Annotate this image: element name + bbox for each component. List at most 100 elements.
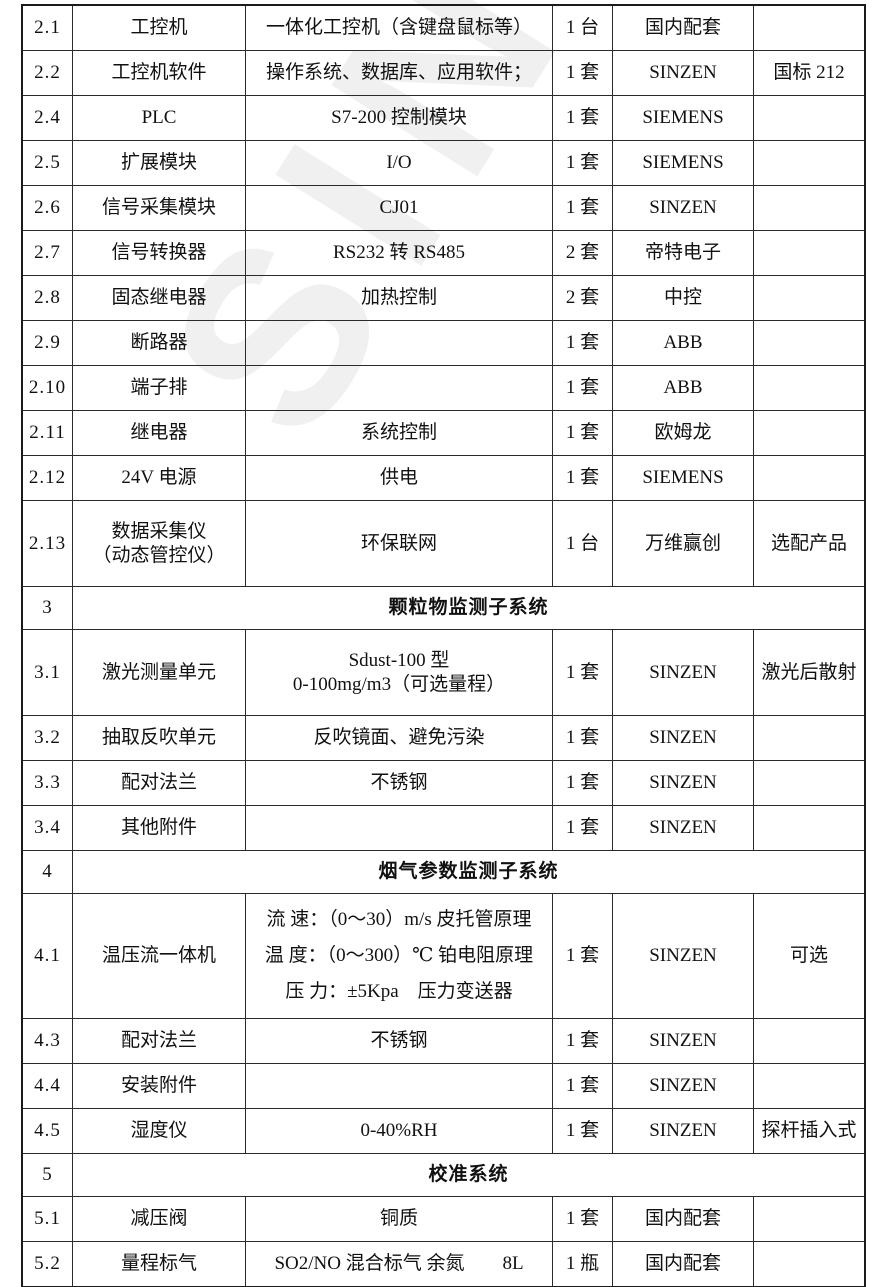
item-note-cell <box>753 185 865 231</box>
item-brand-cell: ABB <box>612 320 754 366</box>
row-index-cell: 2.9 <box>22 320 73 366</box>
item-note-cell <box>753 715 865 761</box>
item-brand-cell: SINZEN <box>612 893 754 1019</box>
item-name-cell: 信号采集模块 <box>72 185 246 231</box>
item-brand-cell: SIEMENS <box>612 140 754 186</box>
item-brand-cell: SINZEN <box>612 185 754 231</box>
item-brand-cell: SINZEN <box>612 629 754 716</box>
table-row: 4.4 安装附件 1 套 SINZEN <box>22 1063 865 1109</box>
item-note-cell: 可选 <box>753 893 865 1019</box>
item-name-cell: 配对法兰 <box>72 760 246 806</box>
equipment-specification-table: 2.1 工控机 一体化工控机（含键盘鼠标等） 1 台国内配套 2.2 工控机软件 操作系统、… <box>21 4 866 1287</box>
item-qty-cell: 1 套 <box>552 1196 613 1242</box>
item-spec-cell: SO2/NO 混合标气 余氮 8L <box>245 1241 553 1287</box>
item-brand-cell: SIEMENS <box>612 455 754 501</box>
section-title-cell: 烟气参数监测子系统 <box>72 850 865 894</box>
item-note-cell <box>753 320 865 366</box>
row-index-cell: 2.1 <box>22 5 73 51</box>
item-note-cell: 选配产品 <box>753 500 865 587</box>
item-note-cell <box>753 1196 865 1242</box>
item-name-cell: 湿度仪 <box>72 1108 246 1154</box>
item-note-cell <box>753 5 865 51</box>
item-spec-cell: 0-40%RH <box>245 1108 553 1154</box>
item-qty-cell: 1 套 <box>552 893 613 1019</box>
row-index-cell: 2.2 <box>22 50 73 96</box>
item-brand-cell: SINZEN <box>612 715 754 761</box>
item-qty-cell: 1 套 <box>552 320 613 366</box>
item-name-cell: 继电器 <box>72 410 246 456</box>
item-brand-cell: SINZEN <box>612 805 754 851</box>
item-spec-cell: 供电 <box>245 455 553 501</box>
item-brand-cell: 中控 <box>612 275 754 321</box>
table-row: 2.6 信号采集模块 CJ01 1 套 SINZEN <box>22 185 865 231</box>
item-spec-cell: 环保联网 <box>245 500 553 587</box>
item-name-cell: 工控机 <box>72 5 246 51</box>
table-row: 2.9 断路器 1 套 ABB <box>22 320 865 366</box>
item-note-cell <box>753 140 865 186</box>
table-row: 2.4 PLC S7-200 控制模块 1 套 SIEMENS <box>22 95 865 141</box>
item-qty-cell: 1 套 <box>552 455 613 501</box>
table-row: 5.1 减压阀 铜质 1 套国内配套 <box>22 1196 865 1242</box>
item-note-cell: 探杆插入式 <box>753 1108 865 1154</box>
item-note-cell <box>753 805 865 851</box>
row-index-cell: 4.5 <box>22 1108 73 1154</box>
item-name-cell: PLC <box>72 95 246 141</box>
row-index-cell: 2.6 <box>22 185 73 231</box>
table-row: 2.11 继电器 系统控制 1 套欧姆龙 <box>22 410 865 456</box>
row-index-cell: 5 <box>22 1153 73 1197</box>
table-row: 2.2 工控机软件 操作系统、数据库、应用软件； 1 套 SINZEN 国标 212 <box>22 50 865 96</box>
section-header-row: 3 颗粒物监测子系统 <box>22 586 865 630</box>
item-spec-cell: 反吹镜面、避免污染 <box>245 715 553 761</box>
item-qty-cell: 1 套 <box>552 715 613 761</box>
item-spec-cell: 系统控制 <box>245 410 553 456</box>
row-index-cell: 4 <box>22 850 73 894</box>
item-spec-cell: 操作系统、数据库、应用软件； <box>245 50 553 96</box>
table-row: 2.8 固态继电器 加热控制 2 套中控 <box>22 275 865 321</box>
section-header-row: 5 校准系统 <box>22 1153 865 1197</box>
table-row: 2.13 数据采集仪 （动态管控仪） 环保联网 1 台万维赢创 选配产品 <box>22 500 865 587</box>
item-note-cell <box>753 230 865 276</box>
item-qty-cell: 1 套 <box>552 1018 613 1064</box>
item-spec-cell: I/O <box>245 140 553 186</box>
row-index-cell: 2.7 <box>22 230 73 276</box>
row-index-cell: 4.4 <box>22 1063 73 1109</box>
item-name-cell: 端子排 <box>72 365 246 411</box>
item-name-cell: 信号转换器 <box>72 230 246 276</box>
item-name-cell: 减压阀 <box>72 1196 246 1242</box>
item-spec-cell <box>245 365 553 411</box>
table-row: 2.1 工控机 一体化工控机（含键盘鼠标等） 1 台国内配套 <box>22 5 865 51</box>
item-spec-cell: S7-200 控制模块 <box>245 95 553 141</box>
item-name-cell: 固态继电器 <box>72 275 246 321</box>
table-body: 2.1 工控机 一体化工控机（含键盘鼠标等） 1 台国内配套 2.2 工控机软件 操作系统、… <box>22 5 865 1287</box>
item-spec-cell: Sdust-100 型 0-100mg/m3（可选量程） <box>245 629 553 716</box>
item-brand-cell: SINZEN <box>612 50 754 96</box>
table-row: 4.3 配对法兰 不锈钢 1 套 SINZEN <box>22 1018 865 1064</box>
item-note-cell <box>753 1018 865 1064</box>
table-row: 2.10 端子排 1 套 ABB <box>22 365 865 411</box>
table-row: 5.2 量程标气 SO2/NO 混合标气 余氮 8L 1 瓶国内配套 <box>22 1241 865 1287</box>
item-spec-cell: 加热控制 <box>245 275 553 321</box>
item-qty-cell: 1 台 <box>552 500 613 587</box>
item-note-cell <box>753 455 865 501</box>
item-qty-cell: 2 套 <box>552 275 613 321</box>
item-spec-cell <box>245 1063 553 1109</box>
row-index-cell: 5.1 <box>22 1196 73 1242</box>
item-qty-cell: 1 套 <box>552 365 613 411</box>
item-spec-cell: CJ01 <box>245 185 553 231</box>
row-index-cell: 5.2 <box>22 1241 73 1287</box>
item-brand-cell: SINZEN <box>612 1063 754 1109</box>
row-index-cell: 2.13 <box>22 500 73 587</box>
table-row: 4.1 温压流一体机流 速：（0～30）m/s 皮托管原理 温 度：（0～300）… <box>22 893 865 1019</box>
item-note-cell: 国标 212 <box>753 50 865 96</box>
table-row: 3.3 配对法兰 不锈钢 1 套 SINZEN <box>22 760 865 806</box>
item-brand-cell: ABB <box>612 365 754 411</box>
item-qty-cell: 1 套 <box>552 95 613 141</box>
item-qty-cell: 1 瓶 <box>552 1241 613 1287</box>
item-brand-cell: SINZEN <box>612 1018 754 1064</box>
item-qty-cell: 1 套 <box>552 1063 613 1109</box>
row-index-cell: 3.4 <box>22 805 73 851</box>
section-title-cell: 校准系统 <box>72 1153 865 1197</box>
item-brand-cell: 国内配套 <box>612 1196 754 1242</box>
document-sheet: 2.1 工控机 一体化工控机（含键盘鼠标等） 1 台国内配套 2.2 工控机软件 操作系统、… <box>21 4 866 1287</box>
table-row: 3.1 激光测量单元 Sdust-100 型 0-100mg/m3（可选量程） 1 套… <box>22 629 865 716</box>
